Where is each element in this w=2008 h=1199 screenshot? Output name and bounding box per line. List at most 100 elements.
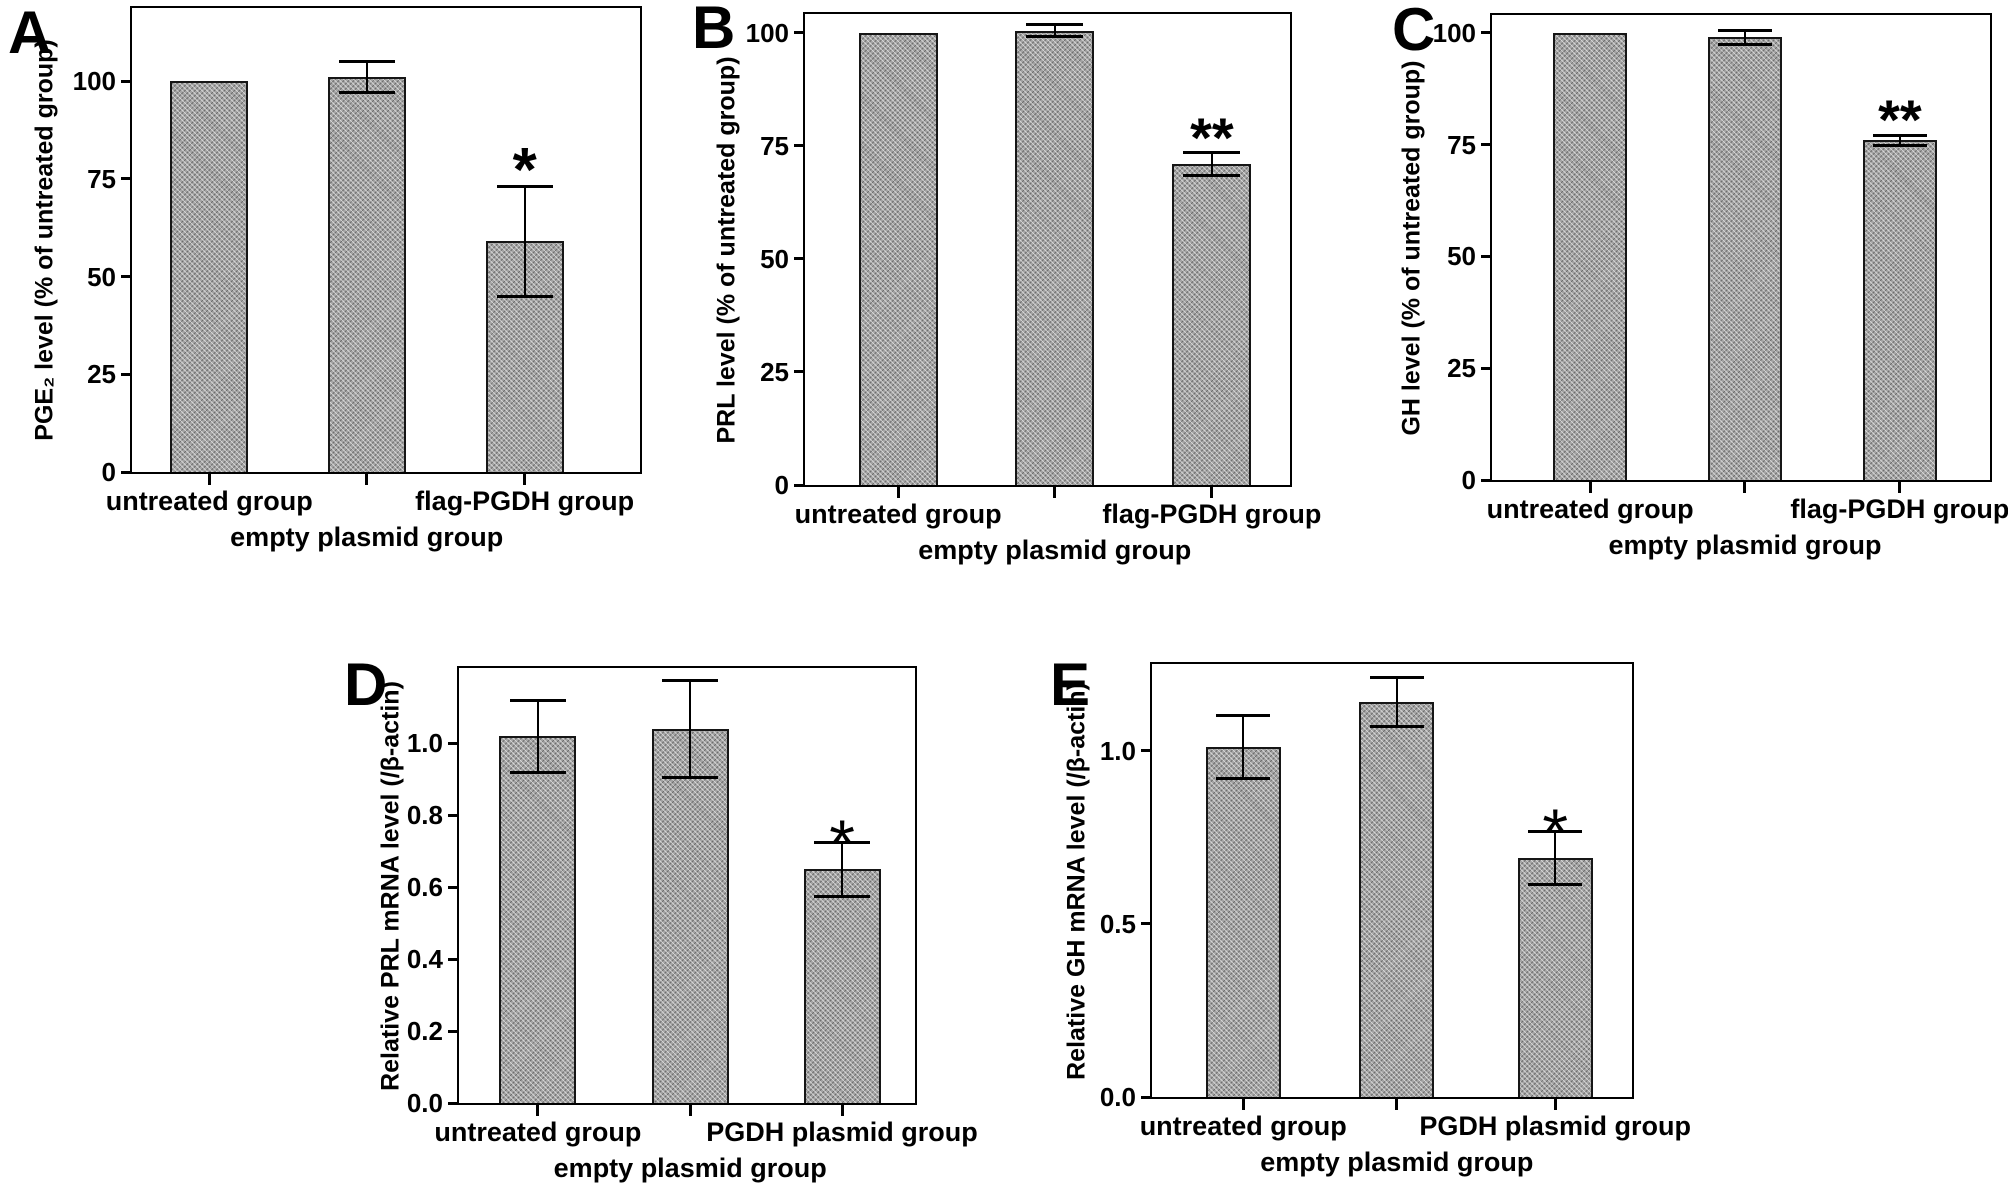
y-tick-A xyxy=(121,79,130,83)
y-tick-label-A: 100 xyxy=(72,66,116,97)
error-bar-flag-pgdh-group-A xyxy=(523,186,526,297)
significance-marker-D: * xyxy=(829,805,855,880)
error-cap-bottom-pgdh-plasmid-group-E xyxy=(1528,882,1583,886)
x-category-label-A: flag-PGDH group xyxy=(415,486,635,516)
bar-empty-plasmid-group-E xyxy=(1359,702,1435,1097)
bar-untreated-group-B xyxy=(858,32,938,485)
error-cap-top-flag-pgdh-group-C xyxy=(1872,133,1927,137)
plot-frame-B xyxy=(803,12,1292,487)
x-tick-E xyxy=(1553,1099,1557,1110)
error-cap-top-untreated-group-D xyxy=(510,698,566,702)
error-cap-bottom-untreated-group-D xyxy=(510,770,566,774)
y-tick-C xyxy=(1481,31,1490,35)
significance-marker-C: ** xyxy=(1878,88,1922,152)
y-tick-label-E: 0.5 xyxy=(1099,908,1136,939)
error-cap-bottom-empty-plasmid-group-D xyxy=(662,776,718,780)
error-bar-pgdh-plasmid-group-D xyxy=(841,842,844,897)
bar-flag-pgdh-group-C xyxy=(1862,140,1938,480)
bar-empty-plasmid-group-C xyxy=(1707,37,1783,480)
significance-marker-A: * xyxy=(512,136,537,206)
error-cap-bottom-empty-plasmid-group-A xyxy=(338,91,395,95)
error-bar-flag-pgdh-group-B xyxy=(1210,152,1213,176)
y-tick-label-A: 75 xyxy=(87,163,116,194)
error-bar-flag-pgdh-group-C xyxy=(1898,135,1901,146)
y-tick-A xyxy=(121,177,130,181)
error-cap-top-pgdh-plasmid-group-D xyxy=(814,840,870,844)
y-tick-E xyxy=(1141,1095,1150,1099)
error-bar-empty-plasmid-group-A xyxy=(365,61,368,93)
error-cap-bottom-flag-pgdh-group-C xyxy=(1872,143,1927,147)
y-tick-D xyxy=(448,957,457,961)
error-bar-empty-plasmid-group-C xyxy=(1743,30,1746,45)
y-tick-label-C: 75 xyxy=(1447,129,1476,160)
panel-label-E: E xyxy=(1050,651,1091,718)
x-category-label-E: untreated group xyxy=(1139,1111,1347,1141)
bar-untreated-group-A xyxy=(170,81,249,472)
error-cap-bottom-flag-pgdh-group-B xyxy=(1183,174,1241,178)
y-tick-label-D: 0.8 xyxy=(406,800,443,831)
y-tick-label-A: 0 xyxy=(101,457,116,487)
y-tick-B xyxy=(794,483,803,487)
y-tick-label-B: 75 xyxy=(760,130,789,161)
x-tick-C xyxy=(1898,482,1902,493)
x-category-label-C: untreated group xyxy=(1486,494,1694,524)
error-cap-top-empty-plasmid-group-D xyxy=(662,679,718,683)
y-tick-label-D: 0.2 xyxy=(406,1016,443,1047)
plot-frame-E xyxy=(1150,662,1634,1099)
y-tick-label-A: 50 xyxy=(87,261,116,292)
x-category-label-B: flag-PGDH group xyxy=(1102,499,1322,529)
error-cap-top-untreated-group-E xyxy=(1216,714,1271,718)
error-bar-empty-plasmid-group-B xyxy=(1053,24,1056,37)
x-tick-E xyxy=(1395,1099,1399,1110)
y-tick-E xyxy=(1141,922,1150,926)
bar-untreated-group-C xyxy=(1552,32,1628,480)
x-tick-B xyxy=(1053,487,1057,498)
x-category-label-B: empty plasmid group xyxy=(918,535,1192,565)
y-tick-C xyxy=(1481,478,1490,482)
bar-untreated-group-E xyxy=(1205,747,1281,1097)
significance-marker-B: ** xyxy=(1190,105,1234,169)
bar-flag-pgdh-group-B xyxy=(1172,164,1252,485)
y-tick-label-D: 0.0 xyxy=(406,1088,443,1118)
x-category-label-E: PGDH plasmid group xyxy=(1419,1111,1691,1141)
x-tick-C xyxy=(1588,482,1592,493)
y-tick-label-B: 0 xyxy=(774,470,789,500)
y-tick-label-B: 100 xyxy=(745,17,789,48)
error-cap-top-empty-plasmid-group-E xyxy=(1369,676,1424,680)
x-tick-A xyxy=(207,474,211,485)
y-tick-C xyxy=(1481,254,1490,258)
x-tick-B xyxy=(896,487,900,498)
y-tick-label-B: 25 xyxy=(760,356,789,387)
y-tick-E xyxy=(1141,749,1150,753)
x-category-label-C: empty plasmid group xyxy=(1608,530,1882,560)
y-tick-B xyxy=(794,370,803,374)
bar-empty-plasmid-group-D xyxy=(651,729,729,1103)
error-cap-bottom-empty-plasmid-group-C xyxy=(1718,42,1772,46)
panel-label-B: B xyxy=(692,0,736,61)
y-tick-D xyxy=(448,741,457,745)
x-category-label-E: empty plasmid group xyxy=(1260,1147,1534,1177)
error-cap-top-flag-pgdh-group-A xyxy=(496,185,553,189)
y-tick-B xyxy=(794,144,803,148)
plot-frame-D xyxy=(457,666,917,1105)
y-tick-label-E: 0.0 xyxy=(1099,1082,1136,1112)
x-category-label-C: flag-PGDH group xyxy=(1790,494,2008,524)
plot-frame-C xyxy=(1490,13,1992,482)
x-tick-D xyxy=(840,1105,844,1116)
error-cap-top-pgdh-plasmid-group-E xyxy=(1528,830,1583,834)
bar-empty-plasmid-group-A xyxy=(327,77,406,472)
error-cap-bottom-flag-pgdh-group-A xyxy=(496,294,553,298)
bar-pgdh-plasmid-group-E xyxy=(1517,857,1593,1097)
x-category-label-D: PGDH plasmid group xyxy=(706,1117,978,1147)
error-cap-bottom-untreated-group-E xyxy=(1216,776,1271,780)
panel-label-A: A xyxy=(8,0,52,66)
y-tick-label-C: 100 xyxy=(1432,17,1476,48)
panel-label-D: D xyxy=(344,651,388,718)
y-tick-label-C: 50 xyxy=(1447,241,1476,272)
error-cap-bottom-empty-plasmid-group-B xyxy=(1026,35,1084,39)
error-bar-empty-plasmid-group-E xyxy=(1395,677,1398,727)
panel-label-C: C xyxy=(1392,0,1436,63)
y-tick-A xyxy=(121,470,130,474)
error-bar-empty-plasmid-group-D xyxy=(689,680,692,778)
y-tick-D xyxy=(448,813,457,817)
